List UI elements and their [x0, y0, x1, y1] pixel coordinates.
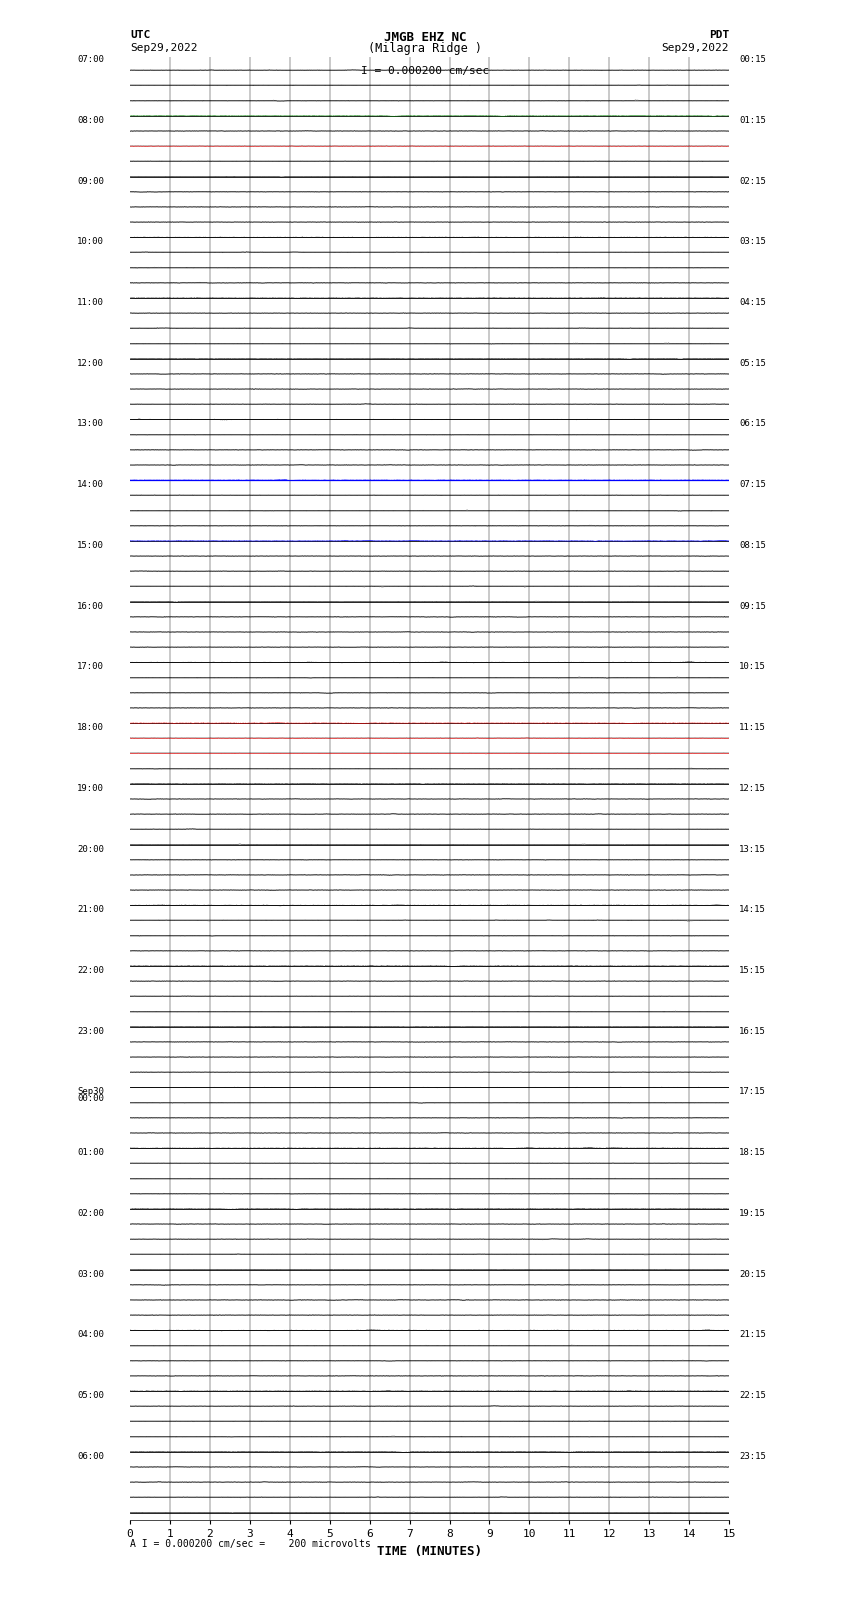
Text: 11:00: 11:00 [77, 298, 104, 306]
Text: 19:00: 19:00 [77, 784, 104, 794]
Text: 17:00: 17:00 [77, 663, 104, 671]
Text: I = 0.000200 cm/sec: I = 0.000200 cm/sec [361, 66, 489, 76]
Text: 05:15: 05:15 [740, 358, 766, 368]
Text: 20:00: 20:00 [77, 845, 104, 853]
Text: 19:15: 19:15 [740, 1208, 766, 1218]
Text: 20:15: 20:15 [740, 1269, 766, 1279]
Text: 01:00: 01:00 [77, 1148, 104, 1157]
Text: JMGB EHZ NC: JMGB EHZ NC [383, 31, 467, 44]
Text: Sep29,2022: Sep29,2022 [130, 44, 197, 53]
Text: 09:15: 09:15 [740, 602, 766, 611]
X-axis label: TIME (MINUTES): TIME (MINUTES) [377, 1545, 482, 1558]
Text: PDT: PDT [709, 31, 729, 40]
Text: 14:00: 14:00 [77, 481, 104, 489]
Text: 02:15: 02:15 [740, 176, 766, 185]
Text: 13:15: 13:15 [740, 845, 766, 853]
Text: 16:15: 16:15 [740, 1027, 766, 1036]
Text: 16:00: 16:00 [77, 602, 104, 611]
Text: 12:00: 12:00 [77, 358, 104, 368]
Text: (Milagra Ridge ): (Milagra Ridge ) [368, 42, 482, 55]
Text: 09:00: 09:00 [77, 176, 104, 185]
Text: 05:00: 05:00 [77, 1390, 104, 1400]
Text: 10:15: 10:15 [740, 663, 766, 671]
Text: 17:15: 17:15 [740, 1087, 766, 1097]
Text: 22:15: 22:15 [740, 1390, 766, 1400]
Text: 18:00: 18:00 [77, 723, 104, 732]
Text: Sep29,2022: Sep29,2022 [661, 44, 729, 53]
Text: 10:00: 10:00 [77, 237, 104, 247]
Text: 07:15: 07:15 [740, 481, 766, 489]
Text: 03:00: 03:00 [77, 1269, 104, 1279]
Text: UTC: UTC [130, 31, 150, 40]
Text: 04:15: 04:15 [740, 298, 766, 306]
Text: Sep30: Sep30 [77, 1087, 104, 1097]
Text: 15:00: 15:00 [77, 540, 104, 550]
Text: 11:15: 11:15 [740, 723, 766, 732]
Text: 21:00: 21:00 [77, 905, 104, 915]
Text: 01:15: 01:15 [740, 116, 766, 124]
Text: A I = 0.000200 cm/sec =    200 microvolts: A I = 0.000200 cm/sec = 200 microvolts [130, 1539, 371, 1550]
Text: 12:15: 12:15 [740, 784, 766, 794]
Text: 18:15: 18:15 [740, 1148, 766, 1157]
Text: 08:15: 08:15 [740, 540, 766, 550]
Text: 21:15: 21:15 [740, 1331, 766, 1339]
Text: 06:15: 06:15 [740, 419, 766, 429]
Text: 03:15: 03:15 [740, 237, 766, 247]
Text: 07:00: 07:00 [77, 55, 104, 65]
Text: 13:00: 13:00 [77, 419, 104, 429]
Text: 23:15: 23:15 [740, 1452, 766, 1461]
Text: 08:00: 08:00 [77, 116, 104, 124]
Text: 14:15: 14:15 [740, 905, 766, 915]
Text: 02:00: 02:00 [77, 1208, 104, 1218]
Text: 06:00: 06:00 [77, 1452, 104, 1461]
Text: 04:00: 04:00 [77, 1331, 104, 1339]
Text: 00:15: 00:15 [740, 55, 766, 65]
Text: 22:00: 22:00 [77, 966, 104, 974]
Text: 15:15: 15:15 [740, 966, 766, 974]
Text: 23:00: 23:00 [77, 1027, 104, 1036]
Text: 00:00: 00:00 [77, 1094, 104, 1103]
